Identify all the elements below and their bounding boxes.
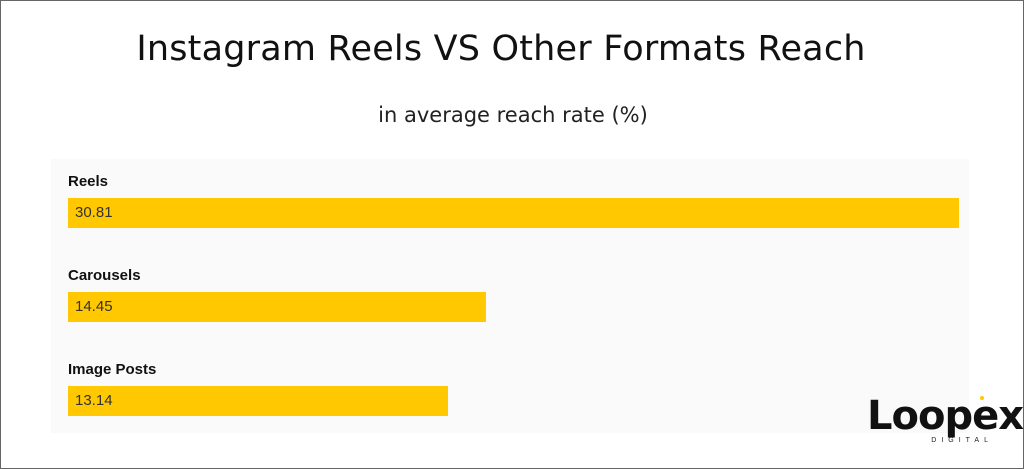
bar: 30.81 xyxy=(68,198,959,228)
category-label: Reels xyxy=(68,173,109,190)
data-label: 14.45 xyxy=(75,298,113,315)
logo-wordmark: Loopex xyxy=(867,393,1024,439)
chart-title: Instagram Reels VS Other Formats Reach xyxy=(136,29,866,69)
category-label: Image Posts xyxy=(68,361,157,378)
bar: 14.45 xyxy=(68,292,486,322)
data-label: 30.81 xyxy=(75,204,113,221)
data-label: 13.14 xyxy=(75,392,113,409)
chart-subtitle: in average reach rate (%) xyxy=(378,103,648,127)
category-label: Carousels xyxy=(68,267,141,284)
logo-tagline: DIGITAL xyxy=(931,437,993,444)
logo-accent-dot xyxy=(980,396,984,400)
bar: 13.14 xyxy=(68,386,448,416)
loopex-logo: Loopex DIGITAL xyxy=(867,394,1024,448)
bar-group: Reels 30.81 Carousels 14.45 Image Posts 13.14 xyxy=(51,159,969,433)
plot-area: Reels 30.81 Carousels 14.45 Image Posts 13.14 xyxy=(51,159,969,433)
